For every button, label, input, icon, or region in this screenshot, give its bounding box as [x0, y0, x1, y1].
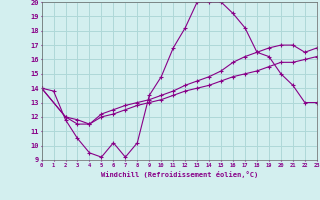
- X-axis label: Windchill (Refroidissement éolien,°C): Windchill (Refroidissement éolien,°C): [100, 171, 258, 178]
